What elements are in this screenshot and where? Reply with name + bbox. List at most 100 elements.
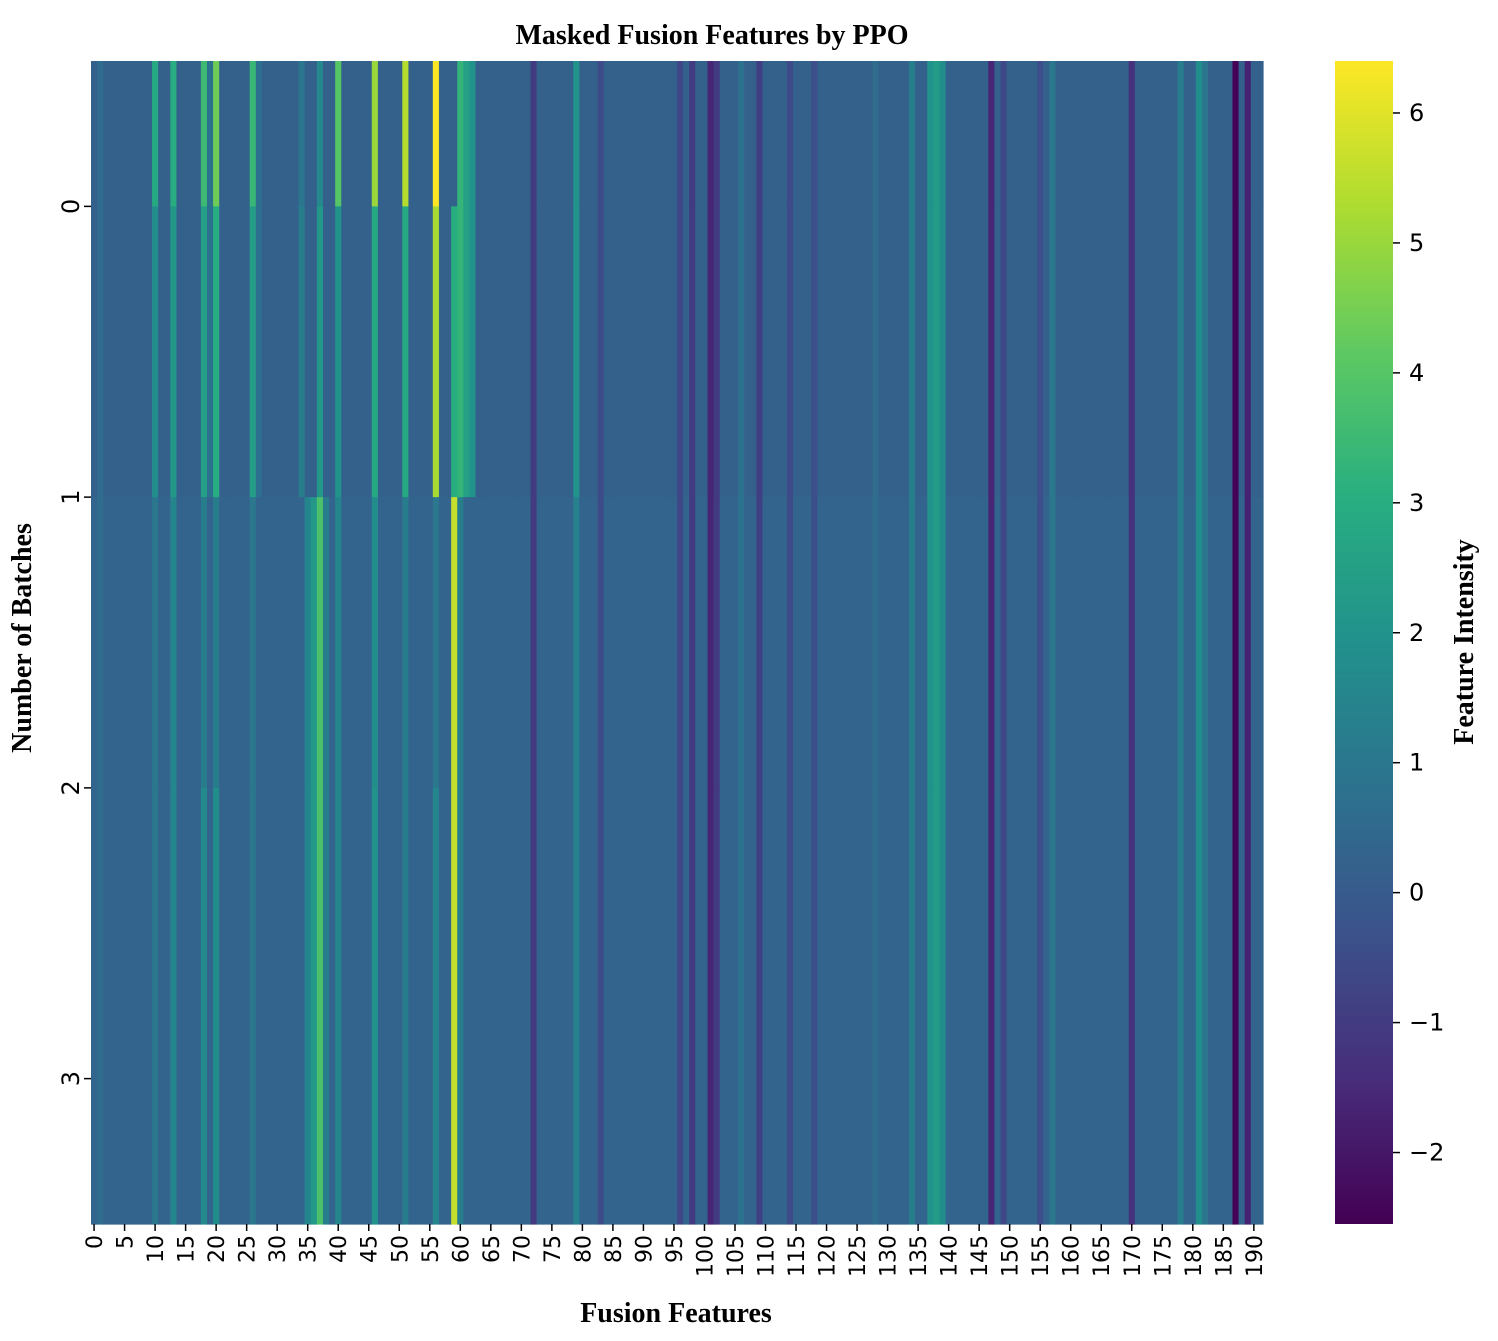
heatmap-cell [652, 206, 660, 498]
x-tick-label: 115 [785, 1235, 810, 1277]
heatmap-cell [548, 61, 556, 207]
heatmap-cell [976, 61, 983, 207]
heatmap-cell [939, 787, 947, 1225]
heatmap-cell [420, 61, 428, 207]
heatmap-cell [988, 497, 996, 789]
heatmap-cell [341, 206, 348, 498]
heatmap-cell [1122, 787, 1130, 1225]
heatmap-cell [359, 497, 367, 789]
heatmap-cell [768, 497, 776, 789]
y-tick-label: 2 [57, 780, 85, 795]
heatmap-cell [622, 206, 629, 498]
heatmap-cell [1122, 497, 1130, 789]
heatmap-cell [719, 787, 727, 1225]
heatmap-cell [97, 497, 104, 789]
heatmap-cell [823, 61, 831, 207]
heatmap-cell [158, 206, 165, 498]
heatmap-cell [115, 497, 123, 789]
heatmap-cell [225, 61, 232, 207]
heatmap-cell [982, 206, 989, 498]
x-tick-label: 140 [938, 1235, 963, 1277]
heatmap-cell [188, 206, 196, 498]
heatmap-cell [792, 497, 800, 789]
heatmap-cell [756, 61, 764, 207]
heatmap-cell [1055, 61, 1063, 207]
heatmap-cell [951, 61, 959, 207]
heatmap-cell [1201, 497, 1209, 789]
heatmap-cell [188, 61, 196, 207]
heatmap-cell [994, 787, 1002, 1225]
heatmap-cell [780, 61, 788, 207]
heatmap-cell [1208, 206, 1215, 498]
heatmap-cell [1128, 61, 1136, 207]
heatmap-cell [1189, 787, 1197, 1225]
heatmap-cell [530, 206, 538, 498]
heatmap-cell [121, 61, 129, 207]
heatmap-cell [677, 787, 684, 1225]
heatmap-cell [847, 787, 855, 1225]
heatmap-cell [390, 497, 397, 789]
heatmap-cell [249, 497, 257, 789]
heatmap-cell [902, 497, 910, 789]
heatmap-cell [261, 497, 269, 789]
heatmap-cell [982, 787, 989, 1225]
heatmap-cell [353, 61, 361, 207]
heatmap-cell [396, 787, 403, 1225]
heatmap-cell [1031, 206, 1038, 498]
heatmap-cell [1006, 206, 1014, 498]
heatmap-cell [426, 497, 434, 789]
heatmap-cell [1195, 206, 1203, 498]
heatmap-cell [487, 61, 495, 207]
x-tick-label: 135 [907, 1235, 932, 1277]
heatmap-cell [554, 206, 562, 498]
heatmap-cell [561, 206, 568, 498]
heatmap-cell [225, 497, 232, 789]
heatmap-cell [359, 61, 367, 207]
heatmap-cell [933, 61, 941, 207]
heatmap-cell [91, 497, 98, 789]
x-tick-label: 70 [510, 1235, 535, 1263]
heatmap-cell [420, 206, 428, 498]
heatmap-cell [866, 787, 873, 1225]
heatmap-cell [445, 787, 452, 1225]
heatmap-cell [524, 787, 532, 1225]
heatmap-cell [469, 61, 477, 207]
heatmap-cell [664, 61, 672, 207]
x-tick-label: 110 [755, 1235, 780, 1277]
heatmap-cell [713, 61, 721, 207]
heatmap-cell [1201, 206, 1209, 498]
heatmap-cell [1183, 61, 1191, 207]
heatmap-cell [152, 61, 159, 207]
heatmap-cell [640, 787, 648, 1225]
heatmap-cell [506, 497, 513, 789]
heatmap-cell [292, 206, 300, 498]
heatmap-cell [1079, 497, 1087, 789]
heatmap-cell [628, 61, 635, 207]
heatmap-cell [475, 206, 483, 498]
heatmap-cell [1147, 497, 1154, 789]
heatmap-cell [97, 787, 104, 1225]
heatmap-cell [176, 61, 184, 207]
heatmap-cell [1012, 787, 1020, 1225]
heatmap-cell [1220, 497, 1227, 789]
heatmap-cell [213, 497, 220, 789]
heatmap-cell [158, 787, 165, 1225]
heatmap-cell [499, 497, 507, 789]
heatmap-cell [1043, 497, 1050, 789]
heatmap-cell [377, 61, 385, 207]
heatmap-cell [908, 61, 916, 207]
heatmap-cell [97, 206, 104, 498]
heatmap-cell [866, 61, 873, 207]
x-tick-label: 145 [968, 1235, 993, 1277]
heatmap-cell [121, 206, 129, 498]
x-tick-label: 40 [327, 1235, 352, 1263]
heatmap-cell [176, 206, 184, 498]
heatmap-cell [1067, 206, 1075, 498]
heatmap-cell [609, 61, 617, 207]
heatmap-cell [786, 61, 794, 207]
heatmap-cell [139, 61, 147, 207]
x-tick-label: 180 [1182, 1235, 1207, 1277]
heatmap-cell [109, 206, 117, 498]
heatmap-cell [408, 787, 416, 1225]
x-tick-label: 60 [449, 1235, 474, 1263]
